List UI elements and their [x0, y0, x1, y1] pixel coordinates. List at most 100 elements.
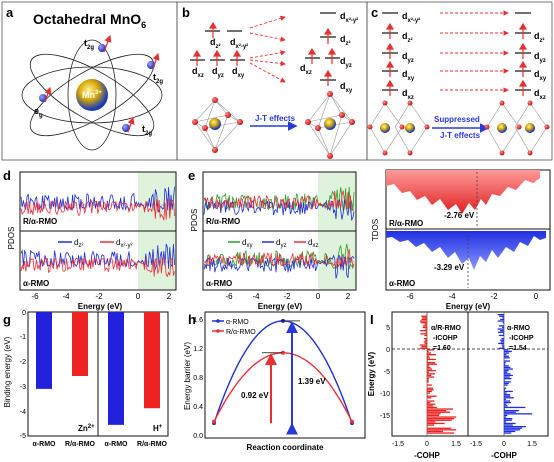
tick-label: α-RMO: [105, 441, 129, 448]
cohp-bar: [504, 395, 511, 397]
t2g-label: t2g: [142, 124, 152, 137]
cohp-bar: [499, 315, 504, 317]
cohp-bar: [501, 344, 504, 346]
cohp-bar: [427, 366, 431, 369]
cohp-bar: [504, 365, 509, 367]
plot-frame: [204, 311, 366, 439]
cohp-bar: [497, 314, 504, 316]
x-ticks: α-RMO R/α-RMO α-RMO R/α-RMO: [33, 441, 168, 448]
y-axis-label: Energy barrier (eV): [183, 342, 192, 410]
panel-letter: I: [370, 312, 374, 327]
cohp-bar: [504, 373, 511, 375]
cohp-bar: [504, 414, 508, 417]
y-axis-label: TDOS: [371, 219, 380, 241]
cohp-bar: [504, 416, 507, 418]
dos-series: [203, 190, 355, 211]
orbit-diagram: Mn3+: [21, 34, 163, 151]
cohp-bar: [504, 363, 506, 365]
cohp-bar: [504, 394, 510, 396]
cohp-bar: [504, 355, 509, 357]
dos-series: [204, 248, 355, 268]
panel-f: -2.76 eV -3.29 eV R/α-RMO α-RMO TDOS -6 …: [371, 169, 551, 311]
profile-point: [350, 419, 354, 424]
cohp-bar: [504, 427, 522, 429]
cohp-bar: [504, 410, 520, 412]
cohp-bar: [504, 390, 513, 393]
series-label: α-RMO: [23, 279, 49, 288]
tdos-area-top: [386, 170, 540, 214]
legend-entry: dz²: [74, 238, 83, 249]
cohp-bar: [427, 374, 432, 377]
tick-label: 0: [386, 347, 390, 354]
y-axis-label: Energy (eV): [367, 351, 376, 396]
x-axis-label: -COHP: [414, 451, 440, 460]
cohp-bar: [427, 394, 428, 396]
legend-entry: R/α-RMO: [226, 329, 256, 336]
cohp-bar: [421, 346, 427, 348]
panel-letter: a: [6, 5, 14, 20]
cohp-bar: [427, 360, 428, 362]
cohp-bar: [504, 360, 510, 362]
panel-i: I 5 0 -5 -10 -15 Energy (eV) -1.5 0 1.5 …: [367, 311, 549, 460]
cohp-bar: [498, 347, 504, 349]
legend: α-RMO R/α-RMO: [212, 319, 256, 336]
orbital-label: dxy: [534, 69, 547, 82]
cohp-bar: [502, 322, 504, 324]
cohp-bar: [427, 379, 429, 381]
cohp-bar: [504, 392, 507, 394]
tick-label: -4: [20, 409, 26, 416]
cohp-bar: [427, 408, 454, 410]
cohp-bar: [504, 419, 512, 421]
cohp-bar: [427, 365, 430, 367]
y-axis-label: Binding energy (eV): [3, 336, 12, 407]
cohp-bar: [427, 352, 432, 354]
profile-point: [212, 419, 216, 424]
tick-label: 1.5: [527, 441, 537, 448]
cohp-bar: [504, 430, 516, 433]
cohp-bar: [427, 376, 434, 378]
plot-frame-right: [97, 311, 169, 437]
electron: [122, 124, 130, 132]
cohp-bar: [500, 339, 504, 341]
tick-label: -4: [62, 292, 70, 301]
cohp-bar: [427, 419, 452, 421]
cohp-bar: [504, 432, 512, 434]
orbital-label: dxz: [192, 66, 204, 79]
tick-label: 0.0: [193, 433, 203, 440]
orbital-label: dyz: [402, 51, 414, 64]
icohp-label: -ICOHP: [433, 335, 458, 342]
series-label: R/α-RMO: [389, 219, 423, 228]
barrier-value: 1.39 eV: [298, 377, 326, 386]
cohp-bar: [504, 424, 513, 426]
electron: [98, 44, 106, 52]
cohp-bar: [504, 349, 509, 351]
panel-letter: d: [3, 168, 11, 183]
panel-a-title: Octahedral MnO6: [33, 11, 146, 30]
electron: [147, 61, 155, 69]
cohp-bar: [504, 398, 506, 401]
y-ticks: 5 0 -5 -10 -15: [380, 325, 390, 420]
tick-label: -5: [384, 369, 390, 376]
cohp-bar: [503, 333, 504, 335]
cohp-bar: [425, 331, 427, 333]
cohp-bar: [427, 400, 435, 402]
profile-line: [213, 320, 353, 424]
eg-label: eg: [34, 106, 43, 119]
cohp-bar: [427, 387, 434, 389]
cohp-bar: [500, 330, 504, 332]
suppressed-label: Suppressed: [434, 115, 480, 124]
cohp-bar: [427, 358, 436, 361]
cohp-bar: [502, 326, 504, 329]
panel-b: b dz² dx²-y² dxz dyz dxy: [176, 1, 368, 161]
cohp-bar: [500, 318, 504, 321]
legend: dz² dx²-y²: [58, 238, 132, 249]
cohp-bar: [427, 424, 435, 426]
cohp-bar: [501, 338, 504, 340]
tick-label: -15: [380, 413, 390, 420]
cohp-bar: [427, 402, 431, 404]
y-ticks: 0.0 0.4 0.8 1.2 1.6: [193, 317, 203, 440]
cohp-bar: [504, 426, 526, 428]
cohp-bar: [427, 371, 429, 373]
cohp-bar: [423, 341, 427, 343]
legend-entry: α-RMO: [226, 319, 249, 326]
